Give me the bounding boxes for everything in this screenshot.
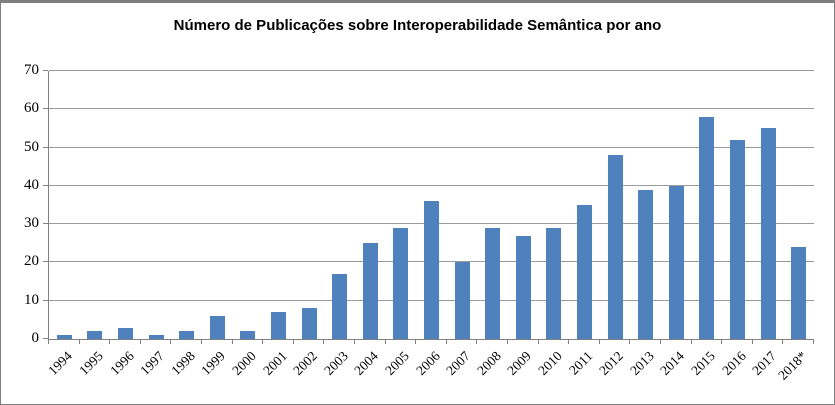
x-axis-tick xyxy=(538,340,539,344)
x-axis-tick xyxy=(262,340,263,344)
x-axis-label: 1998 xyxy=(167,348,198,378)
x-axis-label: 2013 xyxy=(626,348,657,378)
bar xyxy=(485,228,500,339)
bar xyxy=(149,335,164,339)
x-axis-label: 2011 xyxy=(566,348,596,378)
bar xyxy=(546,228,561,339)
bar xyxy=(699,117,714,339)
x-axis-label: 2014 xyxy=(657,348,688,378)
y-axis-tick xyxy=(43,338,48,339)
x-axis-label: 2005 xyxy=(382,348,412,378)
x-axis-label: 1997 xyxy=(137,348,168,378)
y-axis-label: 60 xyxy=(24,100,39,117)
bar xyxy=(240,331,255,339)
y-axis-tick xyxy=(43,146,48,148)
x-axis-label: 2000 xyxy=(229,348,259,378)
y-axis-label: 50 xyxy=(24,138,39,155)
x-axis-label: 2016 xyxy=(718,348,749,378)
bar xyxy=(363,243,378,339)
x-axis-label: 2001 xyxy=(259,348,290,378)
y-axis-tick xyxy=(43,184,48,186)
y-axis-label: 10 xyxy=(24,291,39,308)
x-axis-tick xyxy=(660,340,661,344)
x-axis-tick xyxy=(293,340,294,344)
x-axis-tick xyxy=(385,340,386,344)
x-axis-tick xyxy=(415,340,416,344)
x-axis-label: 2010 xyxy=(535,348,565,378)
x-axis-tick xyxy=(354,340,355,344)
bar xyxy=(638,190,653,339)
x-axis-tick xyxy=(323,340,324,344)
x-axis-tick xyxy=(140,340,141,344)
x-axis-tick xyxy=(813,340,814,344)
y-axis-tick xyxy=(43,299,48,301)
bar xyxy=(302,308,317,339)
x-axis-tick xyxy=(782,340,783,344)
y-axis-label: 30 xyxy=(24,215,39,232)
x-axis-tick xyxy=(691,340,692,344)
gridline xyxy=(49,146,814,148)
x-axis-tick xyxy=(507,340,508,344)
x-axis-label: 2017 xyxy=(749,348,780,378)
x-axis-tick xyxy=(629,340,630,344)
x-axis-label: 2007 xyxy=(443,348,474,378)
x-axis-tick xyxy=(599,340,600,344)
x-axis-tick xyxy=(170,340,171,344)
y-axis-tick xyxy=(43,70,48,71)
gridline xyxy=(49,70,814,71)
x-axis-tick xyxy=(446,340,447,344)
bar xyxy=(210,316,225,339)
x-axis-tick xyxy=(109,340,110,344)
bar xyxy=(730,140,745,339)
bar xyxy=(791,247,806,339)
x-axis-label: 2015 xyxy=(688,348,718,378)
x-axis-label: 2009 xyxy=(504,348,535,378)
gridline xyxy=(49,184,814,186)
x-axis-label: 2004 xyxy=(351,348,382,378)
x-axis-label: 1995 xyxy=(76,348,106,378)
x-axis-tick xyxy=(48,340,49,344)
x-axis-tick xyxy=(79,340,80,344)
x-axis-label: 1996 xyxy=(106,348,137,378)
gridline xyxy=(49,108,814,110)
x-axis-label: 2006 xyxy=(412,348,443,378)
plot-area xyxy=(48,70,814,340)
x-axis-label: 2008 xyxy=(473,348,504,378)
bar xyxy=(424,201,439,339)
bar xyxy=(577,205,592,339)
bar xyxy=(455,262,470,339)
y-axis-label: 40 xyxy=(24,176,39,193)
bar xyxy=(393,228,408,339)
x-axis-tick xyxy=(721,340,722,344)
x-axis-label: 2002 xyxy=(290,348,321,378)
x-axis-label: 2012 xyxy=(596,348,627,378)
y-axis-label: 0 xyxy=(31,330,40,346)
bar xyxy=(118,328,133,339)
chart-title: Número de Publicações sobre Interoperabi… xyxy=(173,17,662,34)
bar xyxy=(669,186,684,339)
bar xyxy=(179,331,194,339)
x-axis-tick xyxy=(476,340,477,344)
x-axis-tick xyxy=(232,340,233,344)
x-axis-tick xyxy=(568,340,569,344)
y-axis-label: 20 xyxy=(24,253,39,270)
bar xyxy=(271,312,286,339)
y-axis-label: 70 xyxy=(24,62,39,78)
y-axis-tick xyxy=(43,261,48,263)
y-axis-tick xyxy=(43,223,48,225)
x-axis-label: 2003 xyxy=(320,348,351,378)
bar xyxy=(332,274,347,339)
x-axis-label: 1999 xyxy=(198,348,229,378)
x-axis-tick xyxy=(752,340,753,344)
bar xyxy=(87,331,102,339)
bar xyxy=(516,236,531,339)
x-axis-tick xyxy=(201,340,202,344)
x-axis-label: 2018* xyxy=(775,348,810,383)
bar xyxy=(761,128,776,339)
bar xyxy=(608,155,623,339)
y-axis-tick xyxy=(43,108,48,110)
bar xyxy=(57,335,72,339)
x-axis-label: 1994 xyxy=(45,348,76,378)
